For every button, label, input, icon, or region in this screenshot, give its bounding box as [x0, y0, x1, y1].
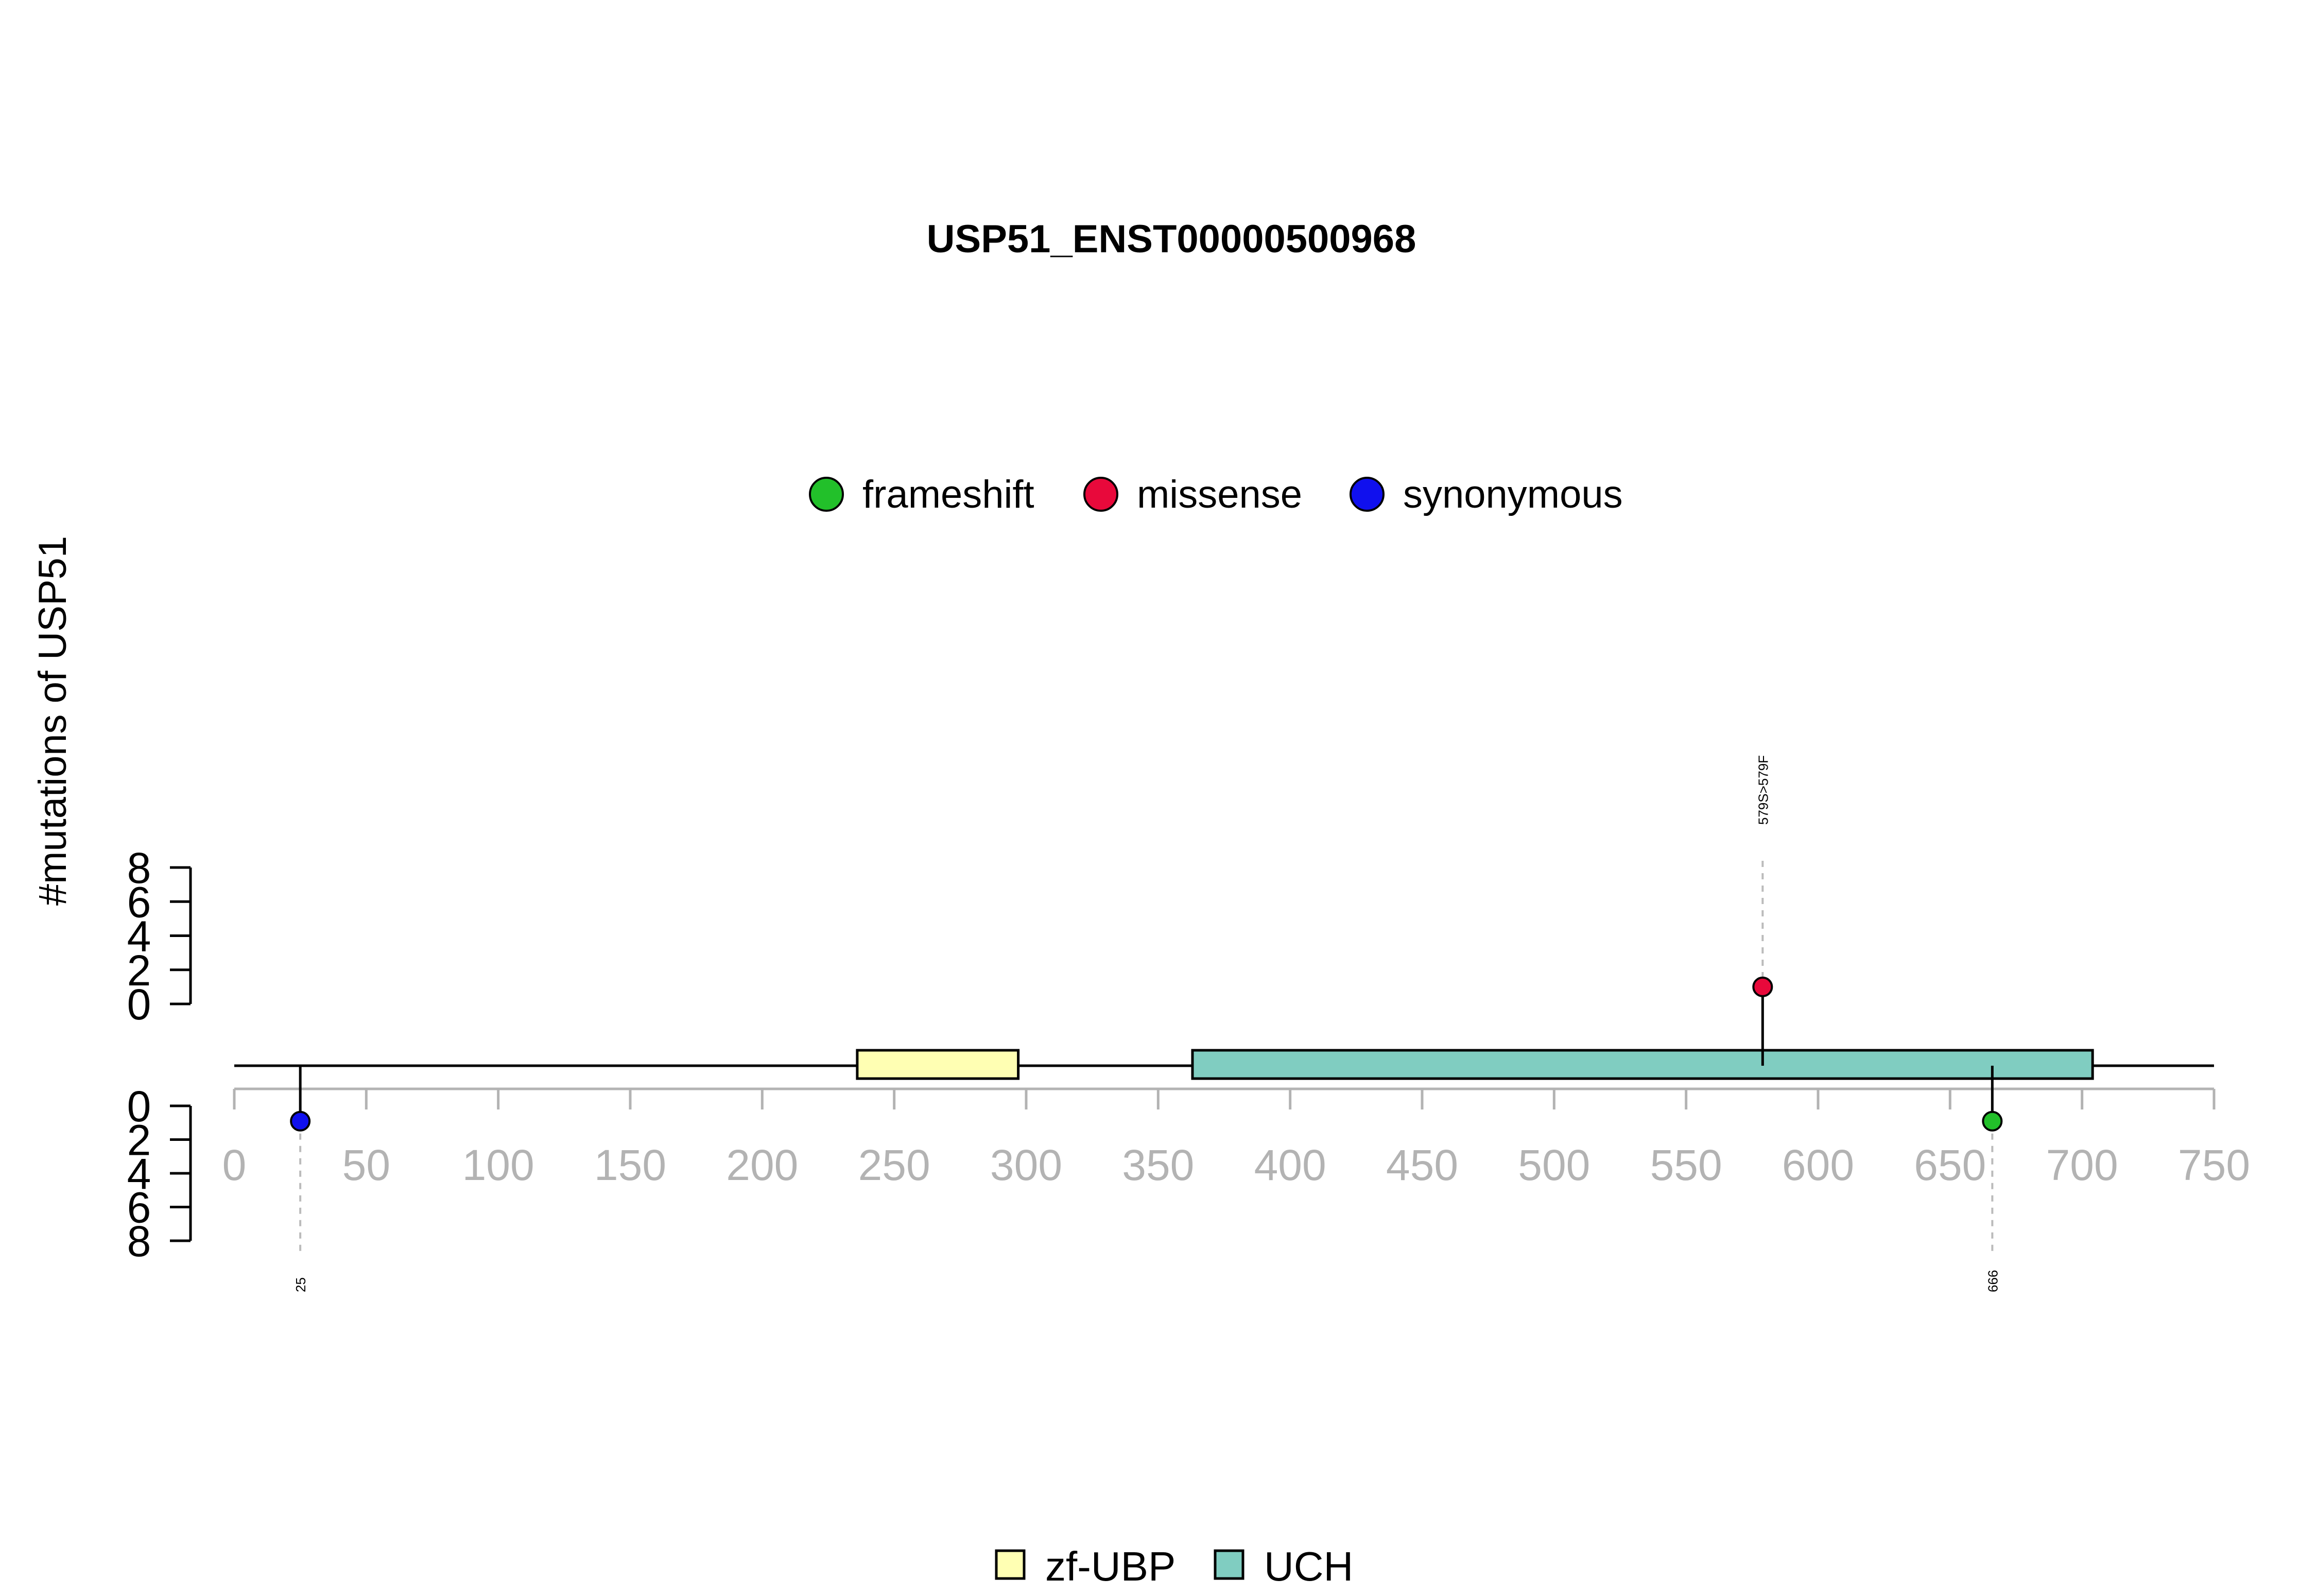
- mutation-lollipops: 579S>579F 25 666: [290, 755, 2003, 1292]
- legend-marker-missense: [1083, 477, 1118, 512]
- y-tick-label-bottom-6: 6: [127, 1184, 151, 1232]
- x-tick-label-100: 100: [462, 1141, 534, 1189]
- mutation-666: 666: [1982, 1066, 2003, 1292]
- x-tick-label-700: 700: [2046, 1141, 2118, 1189]
- x-tick-label-750: 750: [2178, 1141, 2250, 1189]
- x-tick-label-400: 400: [1254, 1141, 1326, 1189]
- y-tick-label-top-8: 8: [127, 844, 151, 892]
- y-tick-label-top-2: 2: [127, 946, 151, 995]
- mutation-label-579: 579S>579F: [1755, 755, 1771, 825]
- x-tick-label-200: 200: [726, 1141, 798, 1189]
- mutation-label-25: 25: [293, 1277, 308, 1292]
- mutation-label-666: 666: [1985, 1270, 2000, 1292]
- y-axis-title: #mutations of USP51: [31, 536, 75, 906]
- x-tick-label-500: 500: [1518, 1141, 1590, 1189]
- y-tick-label-top-4: 4: [127, 912, 151, 961]
- mutation-legend: frameshift missense synonymous: [809, 473, 1623, 516]
- x-tick-label-550: 550: [1650, 1141, 1722, 1189]
- y-tick-label-bottom-0: 0: [127, 1082, 151, 1131]
- domain-legend-box-UCH: [1214, 1549, 1244, 1580]
- domain-UCH: [1191, 1049, 2094, 1080]
- y-tick-label-bottom-2: 2: [127, 1116, 151, 1165]
- x-tick-label-0: 0: [222, 1141, 247, 1189]
- legend-label-synonymous: synonymous: [1403, 473, 1623, 516]
- y-tick-label-bottom-4: 4: [127, 1150, 151, 1198]
- domain-legend-box-zf-UBP: [995, 1549, 1026, 1580]
- protein-domains: [856, 1049, 2094, 1080]
- legend-label-frameshift: frameshift: [862, 473, 1034, 516]
- y-tick-label-bottom-8: 8: [127, 1217, 151, 1265]
- mutation-25: 25: [290, 1066, 311, 1292]
- mutation-point-579: [1752, 976, 1773, 997]
- mutation-point-25: [290, 1111, 311, 1132]
- domain-legend-label-zf-UBP: zf-UBP: [1045, 1543, 1175, 1589]
- x-tick-label-350: 350: [1122, 1141, 1194, 1189]
- y-tick-label-top-6: 6: [127, 878, 151, 926]
- x-tick-label-250: 250: [858, 1141, 930, 1189]
- x-tick-label-50: 50: [342, 1141, 390, 1189]
- x-tick-label-150: 150: [594, 1141, 666, 1189]
- mutation-point-666: [1982, 1111, 2003, 1132]
- legend-label-missense: missense: [1137, 473, 1302, 516]
- x-tick-label-650: 650: [1914, 1141, 1986, 1189]
- domain-zf-UBP: [856, 1049, 1020, 1080]
- legend-marker-frameshift: [809, 477, 844, 512]
- x-tick-label-600: 600: [1782, 1141, 1854, 1189]
- x-tick-label-300: 300: [990, 1141, 1062, 1189]
- x-tick-label-450: 450: [1386, 1141, 1458, 1189]
- x-axis: 0 50 100 150 200 250 300 350 400 450 500 550 600 650 7…: [222, 1087, 2250, 1189]
- chart-title: USP51_ENST00000500968: [927, 217, 1416, 261]
- domain-legend: zf-UBP UCH: [995, 1543, 1353, 1589]
- domain-legend-label-UCH: UCH: [1264, 1543, 1353, 1589]
- mutation-579: 579S>579F: [1752, 755, 1773, 1066]
- legend-marker-synonymous: [1350, 477, 1385, 512]
- y-tick-label-top-0: 0: [127, 980, 151, 1029]
